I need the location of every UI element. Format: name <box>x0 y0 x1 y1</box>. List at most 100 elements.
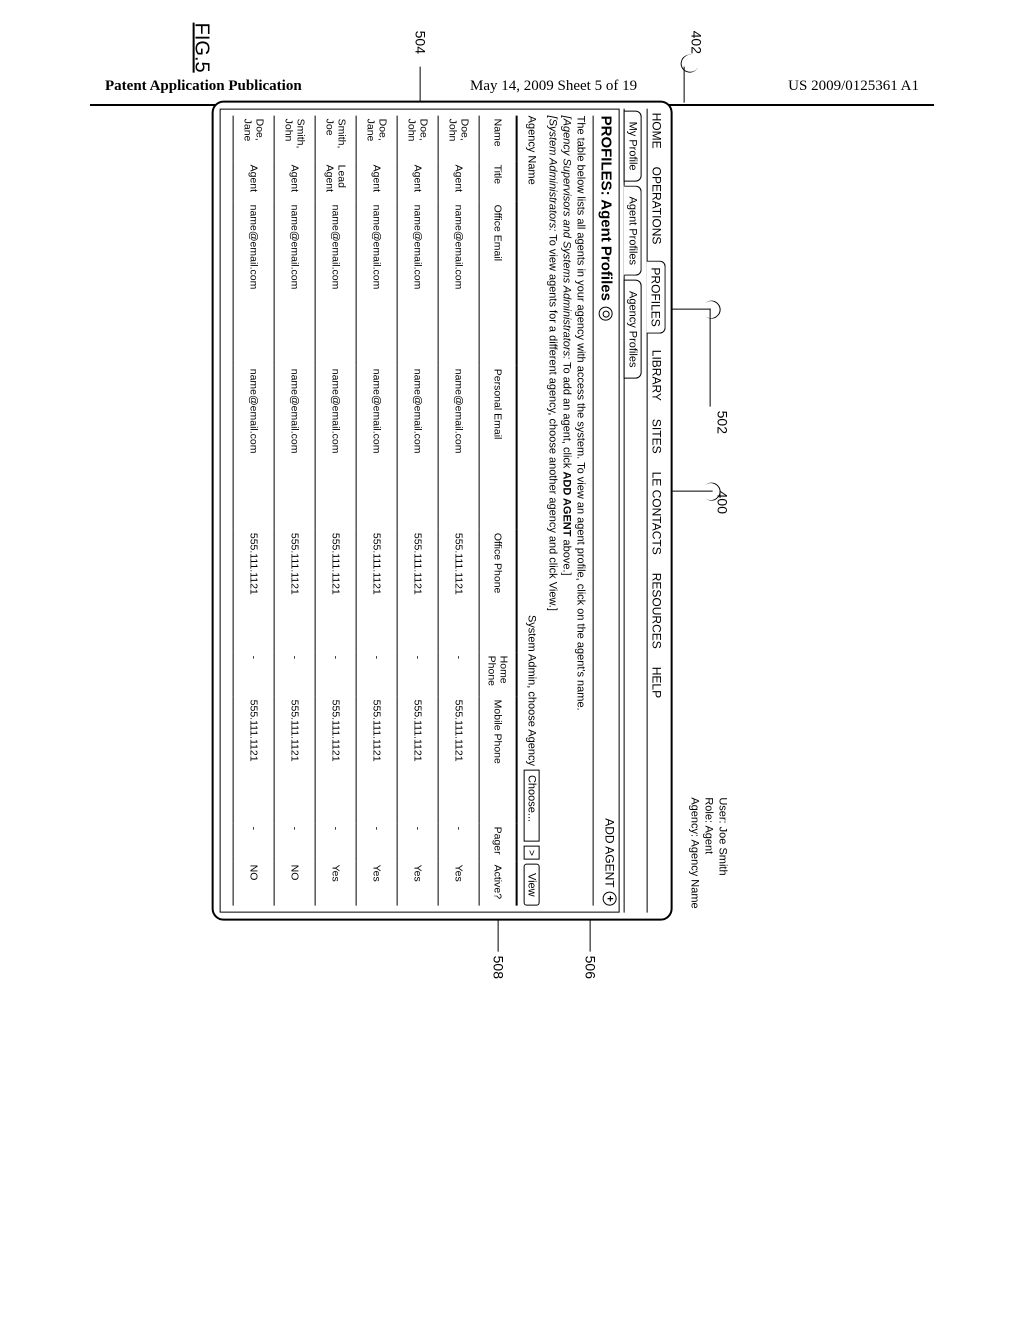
figure-rotated: 402 502 400 506 508 504 602 FIG.5 User: … <box>211 61 812 921</box>
nav-library[interactable]: LIBRARY <box>648 348 666 403</box>
cell-active: NO <box>233 862 274 906</box>
cell-ophone: 555.111.1121 <box>274 530 315 653</box>
cell-pemail: name@email.com <box>356 366 397 530</box>
panel-description: The table below lists all agents in your… <box>545 116 586 906</box>
callout-502: 502 <box>715 411 731 434</box>
nav-home[interactable]: HOME <box>648 111 666 151</box>
agents-table: Name Title Office Email Personal Email O… <box>232 116 517 906</box>
cell-mphone: 555.111.1121 <box>356 697 397 824</box>
cell-ophone: 555.111.1121 <box>397 530 438 653</box>
table-row[interactable]: Doe, JohnAgentname@email.comname@email.c… <box>397 116 438 906</box>
cell-title: Agent <box>356 162 397 202</box>
nav-resources[interactable]: RESOURCES <box>648 571 666 651</box>
desc-line2: [Agency Supervisors and Systems Administ… <box>559 116 573 906</box>
th-pager: Pager <box>479 824 517 862</box>
nav-sites[interactable]: SITES <box>648 417 666 456</box>
table-header-row: Name Title Office Email Personal Email O… <box>479 116 517 906</box>
cell-mphone: 555.111.1121 <box>438 697 479 824</box>
cell-active: Yes <box>315 862 356 906</box>
cell-hphone: - <box>397 653 438 697</box>
table-row[interactable]: Smith, JoeLead Agentname@email.comname@e… <box>315 116 356 906</box>
cell-mphone: 555.111.1121 <box>233 697 274 824</box>
cell-pager: - <box>356 824 397 862</box>
filter-label: System Admin, choose Agency <box>525 615 537 766</box>
cell-hphone: - <box>233 653 274 697</box>
cell-active: Yes <box>356 862 397 906</box>
th-home-phone: Home Phone <box>479 653 517 697</box>
cell-name: Doe, John <box>438 116 479 162</box>
filter-agency-name: Agency Name <box>525 116 537 185</box>
cell-pager: - <box>315 824 356 862</box>
nav-operations[interactable]: OPERATIONS <box>648 165 666 247</box>
add-agent-label: ADD AGENT <box>603 818 617 887</box>
cell-ophone: 555.111.1121 <box>233 530 274 653</box>
th-office-email: Office Email <box>479 202 517 366</box>
callout-506: 506 <box>583 956 599 979</box>
select-arrow-icon[interactable]: > <box>523 846 539 860</box>
cell-ophone: 555.111.1121 <box>438 530 479 653</box>
cell-pager: - <box>233 824 274 862</box>
help-icon[interactable] <box>599 307 613 321</box>
content-panel: PROFILES: Agent Profiles ADD AGENT + The… <box>219 109 619 913</box>
cell-name: Doe, Jane <box>356 116 397 162</box>
cell-pemail: name@email.com <box>438 366 479 530</box>
th-title: Title <box>479 162 517 202</box>
th-active: Active? <box>479 862 517 906</box>
cell-mphone: 555.111.1121 <box>397 697 438 824</box>
panel-title: PROFILES: Agent Profiles <box>598 116 615 301</box>
cell-pager: - <box>397 824 438 862</box>
th-mobile-phone: Mobile Phone <box>479 697 517 824</box>
cell-title: Agent <box>397 162 438 202</box>
cell-mphone: 555.111.1121 <box>274 697 315 824</box>
callout-402: 402 <box>689 31 705 54</box>
cell-mphone: 555.111.1121 <box>315 697 356 824</box>
cell-oemail: name@email.com <box>315 202 356 366</box>
nav-profiles[interactable]: PROFILES <box>647 260 666 333</box>
cell-active: Yes <box>438 862 479 906</box>
cell-oemail: name@email.com <box>438 202 479 366</box>
cell-hphone: - <box>356 653 397 697</box>
cell-oemail: name@email.com <box>356 202 397 366</box>
plus-icon: + <box>603 892 617 906</box>
cell-ophone: 555.111.1121 <box>356 530 397 653</box>
cell-oemail: name@email.com <box>274 202 315 366</box>
tab-agent-profiles[interactable]: Agent Profiles <box>624 186 642 276</box>
sub-tabs: My Profile Agent Profiles Agency Profile… <box>625 103 647 919</box>
agency-select[interactable]: Choose... <box>523 770 539 842</box>
cell-title: Agent <box>233 162 274 202</box>
lead-402 <box>684 67 685 103</box>
panel-rule <box>593 116 594 906</box>
nav-help[interactable]: HELP <box>648 665 666 700</box>
table-row[interactable]: Doe, JohnAgentname@email.comname@email.c… <box>438 116 479 906</box>
panel-title-row: PROFILES: Agent Profiles <box>598 116 615 906</box>
add-agent-button[interactable]: ADD AGENT + <box>603 818 617 905</box>
table-row[interactable]: Doe, JaneAgentname@email.comname@email.c… <box>233 116 274 906</box>
lead-508 <box>498 916 499 952</box>
filter-row: Agency Name System Admin, choose Agency … <box>523 116 539 906</box>
desc-line3: [System Administrators: To view agents f… <box>545 116 559 906</box>
cell-hphone: - <box>315 653 356 697</box>
user-info: User: Joe Smith Role: Agent Agency: Agen… <box>687 797 728 908</box>
th-name: Name <box>479 116 517 162</box>
nav-lecontacts[interactable]: LE CONTACTS <box>648 470 666 557</box>
table-row[interactable]: Smith, JohnAgentname@email.comname@email… <box>274 116 315 906</box>
view-button[interactable]: View <box>523 864 539 906</box>
tab-my-profile[interactable]: My Profile <box>624 111 642 182</box>
cell-pager: - <box>274 824 315 862</box>
figure-label: FIG.5 <box>190 23 213 73</box>
cell-name: Smith, John <box>274 116 315 162</box>
cell-title: Lead Agent <box>315 162 356 202</box>
callout-508: 508 <box>491 956 507 979</box>
cell-hphone: - <box>274 653 315 697</box>
table-row[interactable]: Doe, JaneAgentname@email.comname@email.c… <box>356 116 397 906</box>
cell-active: NO <box>274 862 315 906</box>
user-name: User: Joe Smith <box>715 797 729 908</box>
lead-506 <box>590 916 591 952</box>
th-personal-email: Personal Email <box>479 366 517 530</box>
cell-title: Agent <box>438 162 479 202</box>
cell-active: Yes <box>397 862 438 906</box>
callout-504: 504 <box>413 31 429 54</box>
tab-agency-profiles[interactable]: Agency Profiles <box>624 280 642 378</box>
cell-title: Agent <box>274 162 315 202</box>
user-role: Role: Agent <box>701 797 715 908</box>
